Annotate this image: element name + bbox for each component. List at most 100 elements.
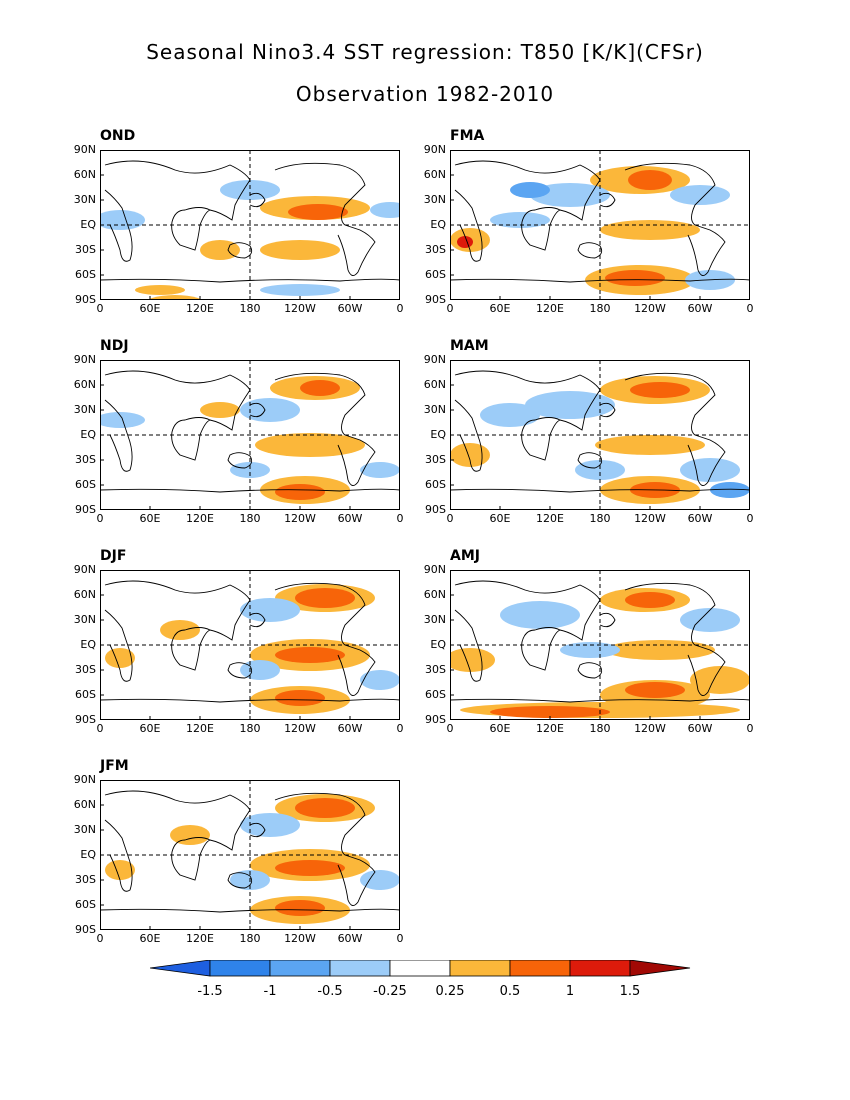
lon-label: 120W <box>284 722 316 735</box>
map-panel-fma: FMA 90N 60N 30N EQ 30S 60S 90S 0 60E 120E 180 120W 60… <box>350 128 754 323</box>
map-panel-ndj: NDJ 90N 60N 30N EQ 30S 60S 90S 0 60E 120E 180 120W 60… <box>0 338 404 533</box>
panel-label: OND <box>100 128 136 144</box>
colorbar-label: 0.5 <box>499 984 521 999</box>
lon-label: 60W <box>337 302 363 315</box>
coastline <box>249 192 266 208</box>
anomaly-region <box>500 601 580 629</box>
colorbar-label: -0.25 <box>373 984 407 999</box>
anomaly-region <box>240 813 300 837</box>
anomaly-region <box>510 182 550 198</box>
map-panel-mam: MAM 90N 60N 30N EQ 30S 60S 90S 0 60E 120E 180 120W 60… <box>350 338 754 533</box>
anomaly-region <box>600 220 700 240</box>
anomaly-region <box>670 185 730 205</box>
lat-label: EQ <box>80 848 96 861</box>
colorbar-segment <box>269 960 331 977</box>
anomaly-region <box>360 670 400 690</box>
colorbar-label: 1 <box>565 984 575 999</box>
lon-label: 0 <box>96 302 104 315</box>
lon-label: 180 <box>239 512 261 525</box>
lat-label: 30N <box>423 613 446 626</box>
anomaly-region <box>255 433 365 457</box>
lat-label: 30S <box>425 663 446 676</box>
panel-label: FMA <box>450 128 485 144</box>
lat-label: 30N <box>73 193 96 206</box>
anomaly-region <box>275 647 345 663</box>
anomaly-region <box>105 860 135 880</box>
coastline <box>577 662 603 679</box>
coastline <box>454 580 601 671</box>
lon-label: 180 <box>589 512 611 525</box>
anomaly-region <box>295 588 355 608</box>
lat-label: 30S <box>425 243 446 256</box>
coastline <box>227 242 253 259</box>
lat-label: 30N <box>423 403 446 416</box>
lat-label: 90S <box>425 713 446 726</box>
lon-label: 120W <box>634 302 666 315</box>
anomaly-map <box>450 360 750 510</box>
anomaly-region <box>560 642 620 658</box>
lat-label: 90S <box>75 503 96 516</box>
anomaly-region <box>275 860 345 876</box>
lat-label: 90N <box>423 563 446 576</box>
lon-label: 60E <box>139 512 161 525</box>
coastline <box>249 822 266 838</box>
anomaly-region <box>100 210 145 230</box>
anomaly-region <box>275 900 325 916</box>
lat-label: 90S <box>75 293 96 306</box>
lon-label: 0 <box>396 302 404 315</box>
coastline <box>104 790 251 881</box>
anomaly-region <box>630 382 690 398</box>
anomaly-map <box>100 570 400 720</box>
coastline <box>599 192 616 208</box>
lon-label: 180 <box>239 722 261 735</box>
lat-label: 90S <box>75 923 96 936</box>
coastline <box>104 160 251 251</box>
lat-label: 90N <box>73 773 96 786</box>
anomaly-region <box>360 870 400 890</box>
panel-label: DJF <box>100 548 127 564</box>
coastline <box>249 402 266 418</box>
colorbar-arrow-low <box>150 960 211 977</box>
anomaly-map <box>100 360 400 510</box>
coastline <box>454 609 483 682</box>
anomaly-region <box>710 482 750 498</box>
panel-label: AMJ <box>450 548 480 564</box>
lat-label: 30N <box>423 193 446 206</box>
anomaly-region <box>160 620 200 640</box>
colorbar-segment <box>209 960 271 977</box>
lat-label: 90N <box>423 143 446 156</box>
map-panel-jfm: JFM 90N 60N 30N EQ 30S 60S 90S 0 60E 120E 180 120W 60… <box>0 758 404 953</box>
lon-label: 0 <box>746 722 754 735</box>
lon-label: 0 <box>396 722 404 735</box>
coastline <box>599 402 616 418</box>
panel-label: JFM <box>100 758 129 774</box>
colorbar-segment <box>449 960 511 977</box>
lon-label: 0 <box>746 512 754 525</box>
lat-label: 90N <box>73 563 96 576</box>
lat-label: 30N <box>73 613 96 626</box>
panel-label: NDJ <box>100 338 129 354</box>
lon-label: 0 <box>746 302 754 315</box>
lat-label: EQ <box>430 638 446 651</box>
coastline <box>104 819 133 892</box>
anomaly-region <box>240 398 300 422</box>
lon-label: 60W <box>687 722 713 735</box>
anomaly-region <box>275 484 325 500</box>
lat-label: 30S <box>75 873 96 886</box>
anomaly-region <box>690 666 750 694</box>
anomaly-region <box>530 183 610 207</box>
lat-label: 90S <box>75 713 96 726</box>
lat-label: 60S <box>425 688 446 701</box>
lon-label: 60E <box>139 302 161 315</box>
lon-label: 120E <box>536 512 564 525</box>
anomaly-map <box>100 150 400 300</box>
lat-label: EQ <box>80 218 96 231</box>
coastline <box>104 580 251 671</box>
lat-label: 30N <box>73 823 96 836</box>
coastline <box>227 452 253 469</box>
coastline <box>104 189 133 262</box>
coastline <box>599 612 616 628</box>
anomaly-region <box>300 380 340 396</box>
lon-label: 180 <box>589 302 611 315</box>
lat-label: 60N <box>73 378 96 391</box>
